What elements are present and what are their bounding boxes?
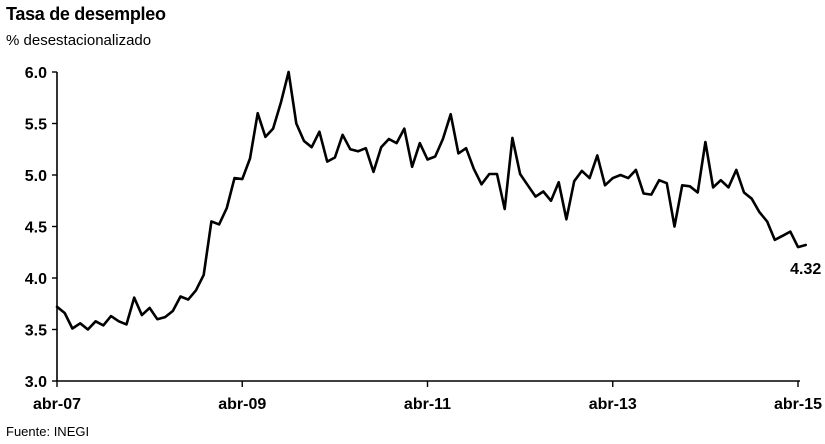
y-axis-labels: 3.0 3.5 4.0 4.5 5.0 5.5 6.0 — [25, 65, 47, 391]
last-value-label: 4.32 — [790, 261, 821, 278]
y-tick-label: 4.0 — [25, 271, 47, 288]
y-tick-label: 3.5 — [25, 323, 47, 340]
y-tick-label: 4.5 — [25, 220, 47, 237]
source-note: Fuente: INEGI — [6, 424, 90, 439]
chart-axes — [52, 71, 800, 387]
y-tick-label: 5.5 — [25, 117, 47, 134]
x-tick-label: abr-09 — [218, 396, 266, 413]
y-tick-label: 5.0 — [25, 168, 47, 185]
x-tick-label: abr-11 — [404, 396, 451, 413]
x-tick-label: abr-13 — [589, 396, 637, 413]
series-line — [55, 70, 808, 331]
chart-subtitle: % desestacionalizado — [6, 32, 152, 49]
y-tick-label: 6.0 — [25, 65, 47, 82]
x-tick-label: abr-07 — [33, 396, 81, 413]
x-tick-label: abr-15 — [774, 396, 822, 413]
chart-title: Tasa de desempleo — [6, 4, 166, 24]
series-group — [55, 70, 808, 331]
y-tick-label: 3.0 — [25, 374, 47, 391]
x-axis-labels: abr-07 abr-09 abr-11 abr-13 abr-15 — [33, 396, 822, 413]
